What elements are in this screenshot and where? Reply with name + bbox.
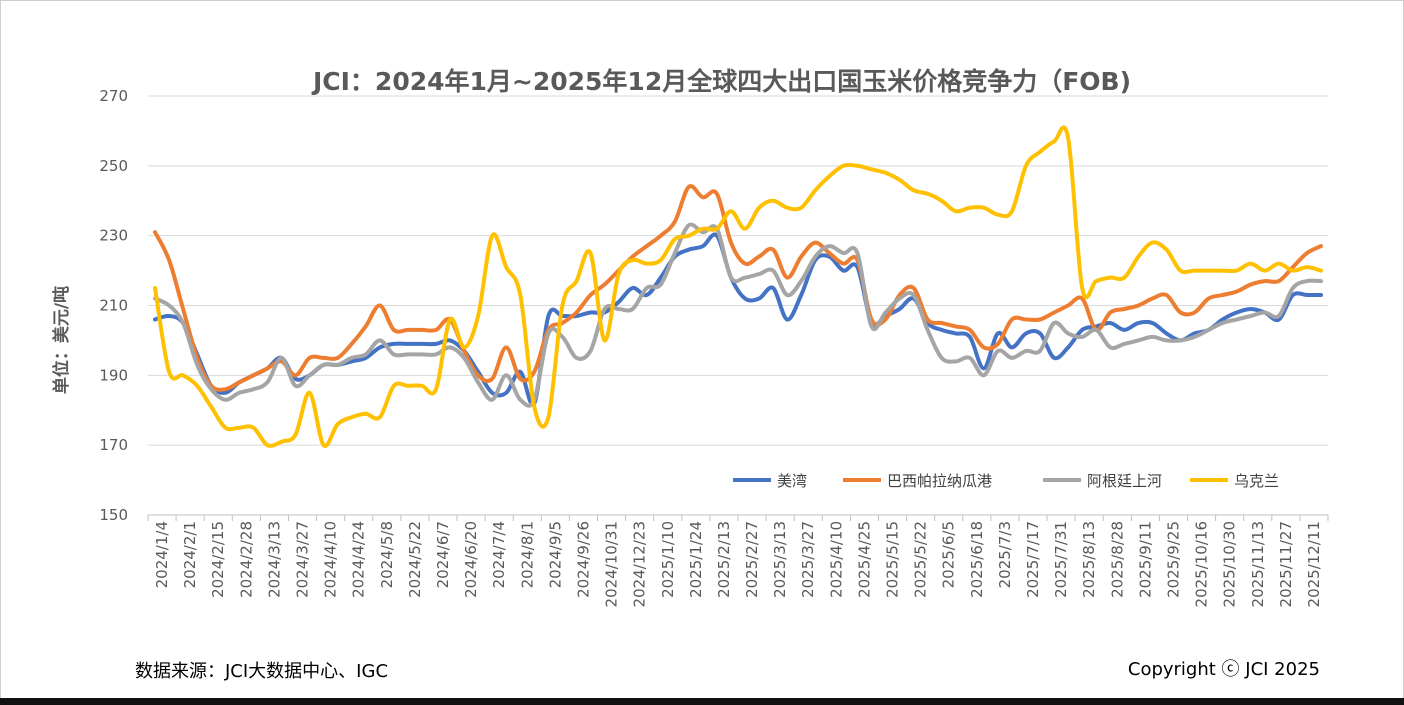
y-tick-label: 150 (99, 506, 128, 524)
x-tick-label: 2024/5/8 (378, 521, 396, 588)
x-tick-label: 2025/6/18 (968, 521, 986, 598)
x-tick-label: 2025/8/13 (1080, 521, 1098, 598)
x-tick-label: 2024/4/24 (350, 521, 368, 598)
series-line-ukraine (153, 125, 1323, 448)
legend: 美湾 巴西帕拉纳瓜港 阿根廷上河 乌克兰 (733, 472, 1279, 490)
y-axis-label: 单位：美元/吨 (51, 286, 72, 394)
x-tick-label: 2025/7/31 (1052, 521, 1070, 598)
series-line-us-gulf (153, 232, 1323, 407)
x-tick-label: 2024/12/23 (631, 521, 649, 607)
x-tick-label: 2025/6/5 (940, 521, 958, 588)
x-tick-label: 2025/1/10 (659, 521, 677, 598)
copyright-note: Copyright ⓒ JCI 2025 (1128, 659, 1320, 680)
x-tick-label: 2024/6/7 (434, 521, 452, 588)
y-tick-label: 190 (99, 366, 128, 384)
x-tick-label: 2025/5/15 (884, 521, 902, 598)
legend-label-ukraine: 乌克兰 (1234, 472, 1279, 490)
x-tick-label: 2024/9/5 (546, 521, 564, 588)
x-tick-label: 2025/3/13 (771, 521, 789, 598)
y-axis-ticks: 150 170 190 210 230 250 270 (99, 87, 128, 524)
y-tick-label: 270 (99, 87, 128, 105)
x-tick-label: 2024/1/4 (153, 521, 171, 588)
x-tick-label: 2025/12/11 (1305, 521, 1323, 607)
x-tick-label: 2025/2/13 (715, 521, 733, 598)
x-tick-label: 2025/11/13 (1249, 521, 1267, 607)
x-tick-label: 2025/7/3 (996, 521, 1014, 588)
series-lines (153, 125, 1323, 448)
y-tick-label: 250 (99, 157, 128, 175)
x-tick-label: 2024/7/4 (490, 521, 508, 588)
x-tick-label: 2025/1/24 (687, 521, 705, 598)
x-tick-label: 2024/3/13 (265, 521, 283, 598)
bottom-bar (0, 698, 1404, 705)
series-line-argentina-upriver (153, 222, 1323, 408)
x-tick-label: 2025/10/30 (1221, 521, 1239, 607)
x-tick-label: 2024/5/22 (406, 521, 424, 598)
data-source-note: 数据来源：JCI大数据中心、IGC (135, 661, 388, 682)
x-tick-label: 2025/9/25 (1165, 521, 1183, 598)
x-tick-label: 2024/2/15 (209, 521, 227, 598)
x-tick-label: 2024/4/10 (322, 521, 340, 598)
x-tick-label: 2024/6/20 (462, 521, 480, 598)
x-tick-label: 2025/11/27 (1277, 521, 1295, 607)
x-tick-label: 2025/4/10 (827, 521, 845, 598)
gridlines (148, 95, 1328, 516)
legend-label-argentina-upriver: 阿根廷上河 (1087, 472, 1162, 490)
x-tick-label: 2024/9/26 (575, 521, 593, 598)
x-tick-label: 2025/5/22 (912, 521, 930, 598)
series-line-brazil-paranagua (153, 184, 1323, 392)
x-tick-label: 2025/2/27 (743, 521, 761, 598)
x-tick-label: 2024/2/28 (237, 521, 255, 598)
chart-title: JCI：2024年1月~2025年12月全球四大出口国玉米价格竞争力（FOB) (311, 67, 1131, 96)
x-tick-label: 2024/10/31 (603, 521, 621, 607)
legend-label-us-gulf: 美湾 (777, 472, 807, 490)
x-axis: 2024/1/4 2024/2/1 2024/2/15 2024/2/28 2024/3… (147, 514, 1329, 607)
x-tick-label: 2025/10/16 (1193, 521, 1211, 607)
x-tick-label: 2025/9/11 (1136, 521, 1154, 598)
y-tick-label: 170 (99, 436, 128, 454)
x-tick-label: 2025/8/28 (1108, 521, 1126, 598)
x-tick-label: 2025/4/25 (855, 521, 873, 598)
x-tick-label: 2024/2/1 (181, 521, 199, 588)
y-tick-label: 210 (99, 297, 128, 315)
x-tick-label: 2024/8/1 (518, 521, 536, 588)
x-tick-label: 2024/3/27 (294, 521, 312, 598)
y-tick-label: 230 (99, 227, 128, 245)
x-tick-label: 2025/3/27 (799, 521, 817, 598)
x-tick-label: 2025/7/17 (1024, 521, 1042, 598)
legend-label-brazil-paranagua: 巴西帕拉纳瓜港 (887, 472, 992, 490)
